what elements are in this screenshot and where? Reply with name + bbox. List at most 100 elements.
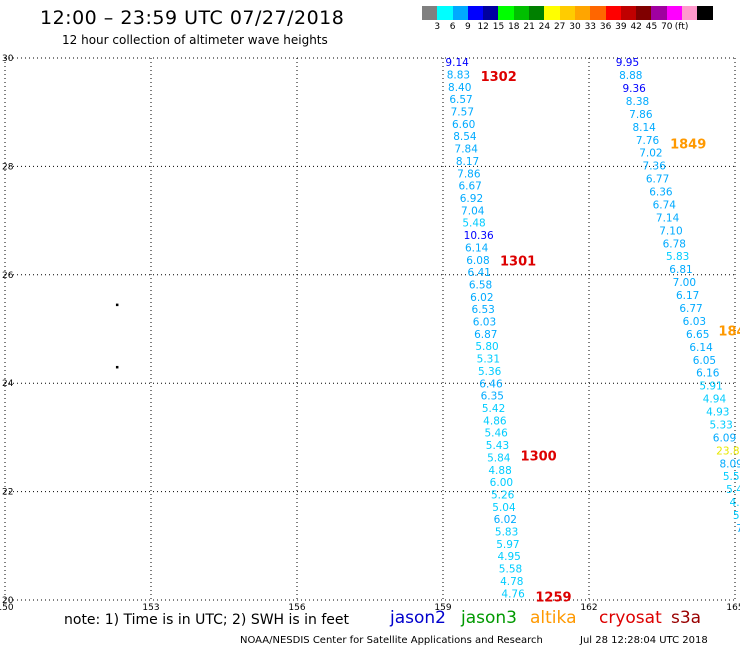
wave-height-value: 7.86 xyxy=(457,168,481,180)
wave-height-value: 5.13 xyxy=(733,510,740,522)
wave-height-value: 6.41 xyxy=(468,267,491,279)
color-scale-swatch xyxy=(590,6,606,20)
color-scale-swatch xyxy=(559,6,575,20)
color-scale-swatch xyxy=(422,6,438,20)
wave-height-value: 6.17 xyxy=(676,290,699,302)
wave-height-value: 9.95 xyxy=(616,57,639,69)
page-title: 12:00 – 23:59 UTC 07/27/2018 xyxy=(40,7,345,29)
color-scale-label: 18 xyxy=(508,22,520,32)
color-scale-label: 21 xyxy=(523,22,535,32)
wave-height-value: 6.14 xyxy=(465,242,489,254)
wave-height-value: 9.14 xyxy=(445,57,469,69)
color-scale-swatch xyxy=(697,6,713,20)
color-scale-labels: 3 6 9 12 15 18 21 24 27 30 33 36 39 42 45 70 (ft) xyxy=(422,20,713,32)
color-scale-swatch xyxy=(452,6,468,20)
wave-height-value: 6.02 xyxy=(494,514,517,526)
color-scale-swatch xyxy=(483,6,499,20)
color-scale-swatch xyxy=(467,6,484,20)
wave-height-value: 5.33 xyxy=(709,419,732,431)
wave-height-value: 7.86 xyxy=(629,109,653,121)
track-time-label: 1849 xyxy=(670,138,706,153)
wave-height-value: 6.77 xyxy=(646,174,669,186)
wave-height-value: 6.03 xyxy=(473,317,496,329)
x-tick-label: 150 xyxy=(0,603,14,613)
wave-height-value: 5.48 xyxy=(462,218,485,230)
footer-organization: NOAA/NESDIS Center for Satellite Applica… xyxy=(240,635,543,646)
x-tick-label: 153 xyxy=(142,603,159,613)
color-scale-label: 45 xyxy=(645,22,658,32)
color-scale-label: 12 xyxy=(477,22,489,32)
x-tick-label: 162 xyxy=(580,603,597,613)
wave-height-value: 7.00 xyxy=(673,277,696,289)
wave-height-value: 6.08 xyxy=(466,255,489,267)
color-scale-bar xyxy=(422,6,713,20)
color-scale-swatch xyxy=(620,6,637,20)
wave-height-value: 6.05 xyxy=(693,355,716,367)
y-tick-label: 22 xyxy=(2,488,13,498)
wave-height-value: 8.09 xyxy=(719,458,740,470)
track-time-label: 1300 xyxy=(521,449,557,464)
y-tick-label: 30 xyxy=(2,54,14,64)
wave-height-value: 8.38 xyxy=(626,96,649,108)
color-scale-swatch xyxy=(666,6,683,20)
wave-height-value: 7.02 xyxy=(639,148,662,160)
mission-legend-jason3: jason3 xyxy=(461,608,517,628)
color-scale-label: 39 xyxy=(615,22,627,32)
color-scale-swatch xyxy=(651,6,667,20)
footnote: note: 1) Time is in UTC; 2) SWH is in fe… xyxy=(64,612,350,628)
wave-height-value: 4.86 xyxy=(483,415,507,427)
wave-height-value: 8.83 xyxy=(447,69,470,81)
wave-height-value: 6.16 xyxy=(696,368,720,380)
wave-height-value: 7.76 xyxy=(636,135,660,147)
color-scale-label: 3 xyxy=(434,22,441,32)
wave-height-value: 6.92 xyxy=(460,193,483,205)
wave-height-value: 6.87 xyxy=(474,329,497,341)
wave-height-value: 5.83 xyxy=(666,251,689,263)
wave-height-value: 5.46 xyxy=(484,428,508,440)
color-scale-label: 15 xyxy=(492,22,505,32)
wave-height-value: 8.40 xyxy=(448,82,471,94)
y-tick-label: 20 xyxy=(2,596,14,606)
wave-height-value: 6.14 xyxy=(689,342,713,354)
x-tick-label: 159 xyxy=(434,603,451,613)
wave-height-value: 5.31 xyxy=(477,354,500,366)
color-scale-label: 36 xyxy=(599,22,612,32)
mission-legend-jason2: jason2 xyxy=(390,608,446,628)
track-time-label: 1301 xyxy=(500,254,536,269)
color-scale-label: 9 xyxy=(465,22,471,32)
wave-height-value: 8.88 xyxy=(619,70,642,82)
mission-legend-s3a: s3a xyxy=(671,608,702,628)
wave-height-value: 7.84 xyxy=(455,144,479,156)
color-scale-label: 33 xyxy=(584,22,597,32)
track-time-label: 1259 xyxy=(535,590,571,605)
color-scale-label: 24 xyxy=(538,22,551,32)
color-scale-legend: 3 6 9 12 15 18 21 24 27 30 33 36 39 42 45 70 (ft) xyxy=(422,6,713,32)
wave-height-value: 7.04 xyxy=(461,205,485,217)
wave-height-value: 5.36 xyxy=(478,366,502,378)
wave-height-value: 5.80 xyxy=(475,341,498,353)
wave-height-value: 4.94 xyxy=(703,394,727,406)
wave-height-value: 6.57 xyxy=(449,94,472,106)
wave-height-value: 5.52 xyxy=(723,471,740,483)
wave-height-value: 6.02 xyxy=(470,292,493,304)
wave-height-value: 5.48 xyxy=(726,484,740,496)
wave-height-value: 6.35 xyxy=(481,391,504,403)
mission-legend-cryosat: cryosat xyxy=(599,608,662,628)
island-dot xyxy=(115,303,119,307)
wave-height-value: 23.88 xyxy=(716,445,740,457)
wave-height-value: 6.36 xyxy=(649,187,673,199)
wave-height-value: 6.53 xyxy=(471,304,494,316)
wave-height-value: 6.46 xyxy=(479,378,503,390)
wave-height-value: 5.84 xyxy=(487,452,511,464)
color-scale-unit: (ft) xyxy=(674,22,689,32)
color-scale-label: 70 xyxy=(661,22,673,32)
wave-height-value: 7.36 xyxy=(643,161,667,173)
wave-height-value: 7.21 xyxy=(736,523,740,535)
wave-height-value: 6.00 xyxy=(490,477,513,489)
color-scale-swatch xyxy=(513,6,530,20)
footer-timestamp: Jul 28 12:28:04 UTC 2018 xyxy=(580,635,708,646)
y-tick-label: 24 xyxy=(2,379,14,389)
wave-height-value: 9.36 xyxy=(622,83,646,95)
track-time-label: 1848 xyxy=(718,325,740,340)
wave-height-value: 6.60 xyxy=(452,119,475,131)
